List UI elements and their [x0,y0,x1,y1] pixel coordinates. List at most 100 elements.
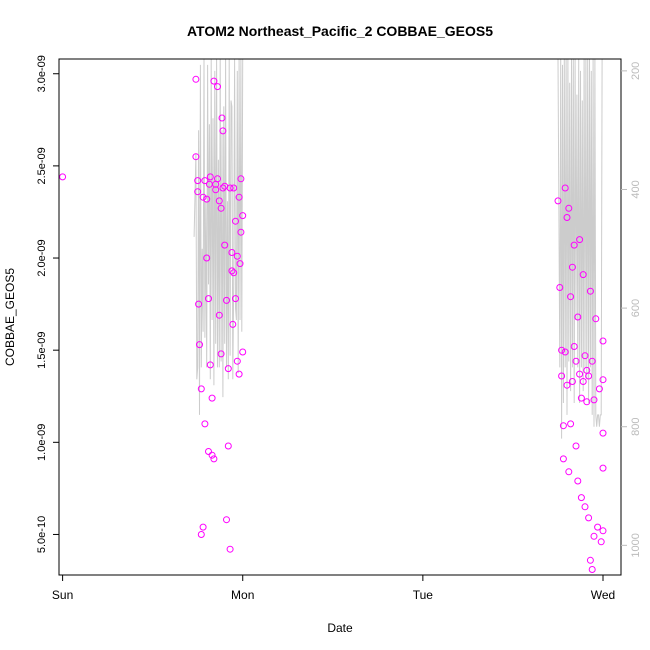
data-point [192,153,200,161]
data-point [197,531,205,538]
data-point [239,348,247,356]
data-point [232,217,239,225]
data-point [559,422,567,430]
data-point [574,477,582,485]
data-point [570,343,578,350]
data-point [223,296,230,304]
x-tick-label: Sun [52,588,73,602]
data-point [208,451,216,459]
y-tick-label: 2.5e-09 [36,147,48,184]
x-tick-label: Tue [413,588,434,602]
data-point [228,249,236,256]
data-point [206,361,214,369]
data-point [599,464,607,472]
pressure-series [193,58,603,439]
data-point [590,532,598,540]
data-point [235,370,243,378]
data-point [561,184,569,192]
y2-tick-label: 400 [630,180,642,198]
data-point [194,177,202,185]
data-point [594,523,602,531]
points-series [59,75,607,573]
data-point [565,468,573,476]
data-point [199,523,207,531]
y2-tick-label: 1000 [630,533,642,557]
data-point [224,442,232,450]
data-point [576,236,584,244]
x-axis: Sun Mon Tue Wed [52,575,615,602]
data-point [599,527,607,535]
data-point [197,385,205,393]
y-tick-label: 5.0e-10 [36,516,48,553]
data-point [558,372,566,380]
data-point [59,173,67,181]
data-point [599,376,607,384]
data-point [559,455,567,463]
data-point [581,503,589,511]
data-point [224,365,232,373]
data-point [237,175,245,183]
data-point [595,385,603,393]
data-point [588,566,596,573]
data-point [230,269,238,277]
data-point [196,341,203,349]
data-point [215,311,223,319]
data-point [592,315,600,323]
data-point [579,378,587,385]
data-point [214,175,221,183]
right-pressure-axis: 200 400 600 800 1000 [621,62,642,558]
data-point [205,295,212,303]
data-point [208,394,216,402]
y-tick-label: 2.0e-09 [36,239,48,276]
data-point [567,293,575,301]
data-point [599,337,607,345]
data-point [215,197,223,205]
y2-tick-label: 200 [630,62,642,80]
x-tick-label: Wed [591,588,615,602]
data-point [223,516,230,524]
data-point [590,396,598,404]
x-axis-label: Date [327,621,353,635]
data-point [217,350,225,358]
data-point [586,287,594,295]
data-point [201,420,209,428]
data-point [572,357,580,365]
data-point [239,212,247,220]
data-point [226,545,234,553]
data-point [232,295,239,303]
data-point [561,348,569,356]
data-point [233,357,241,365]
data-point [218,114,226,122]
data-point [210,455,218,463]
data-point [585,372,593,380]
data-point [228,267,236,275]
x-tick-label: Mon [231,588,254,602]
data-point [563,381,571,389]
data-point [214,83,221,91]
data-point [221,241,229,249]
data-point [568,263,576,271]
data-point [210,77,218,85]
data-point [574,313,582,321]
data-point [205,448,212,455]
data-point [570,241,578,249]
data-point [206,173,214,181]
data-point [577,394,585,402]
data-point [563,214,571,221]
data-point [556,284,564,291]
data-point [203,195,211,203]
data-point [558,346,566,354]
data-point [217,204,225,212]
pressure-line [193,58,603,439]
data-point [230,184,238,192]
data-point [568,378,576,385]
y-axis: 5.0e-10 1.0e-09 1.5e-09 2.0e-09 2.5e-09 3.0e-… [36,55,59,553]
data-point [219,184,227,192]
plot-frame [58,58,622,576]
data-point [219,127,227,135]
data-point [597,538,605,546]
data-point [576,370,584,378]
data-point [567,420,575,428]
data-point [235,193,243,201]
data-point [237,228,245,236]
